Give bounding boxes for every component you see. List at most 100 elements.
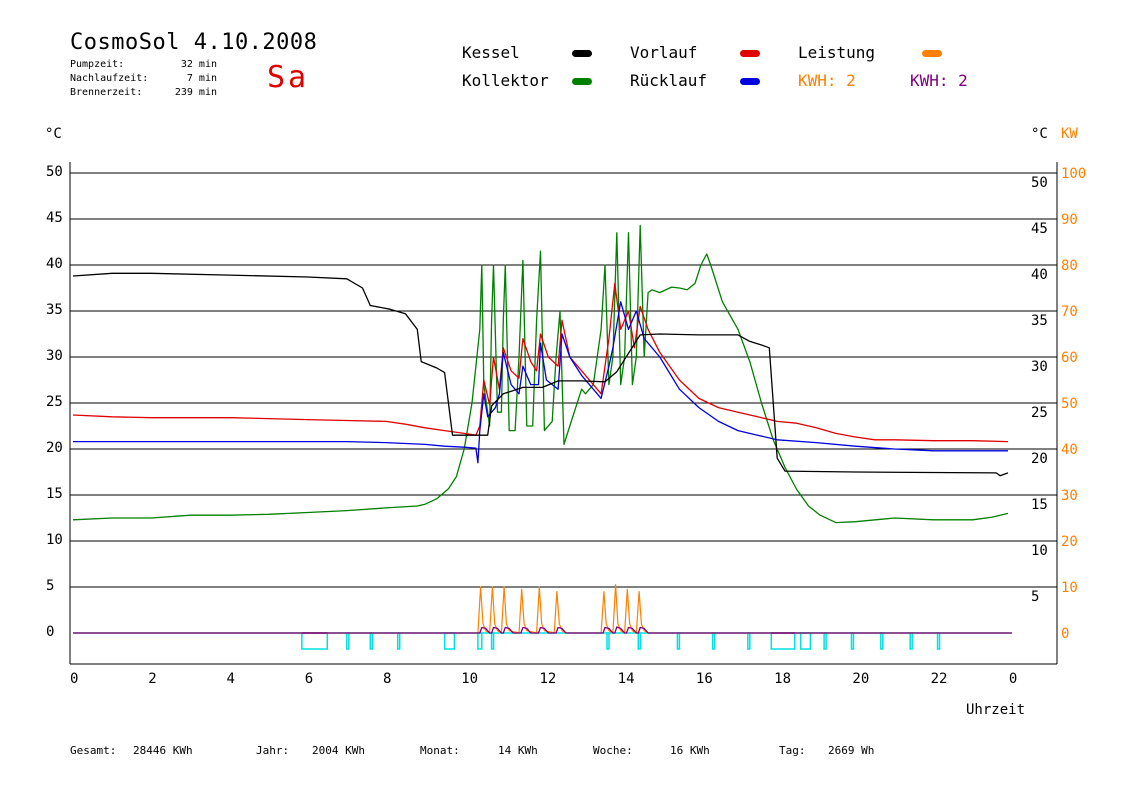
footer-monat-value: 14 KWh — [498, 744, 538, 757]
y2-tick: 50 — [1061, 396, 1078, 412]
y2-tick: 20 — [1061, 534, 1078, 550]
pump-pulse — [909, 632, 913, 650]
y-tick-left: 10 — [46, 532, 63, 548]
pump-pulse — [799, 632, 812, 650]
pump-pulse — [346, 632, 350, 650]
footer-gesamt-value: 28446 KWh — [133, 744, 193, 757]
series-vorlauf — [72, 282, 1009, 443]
series-kessel — [72, 272, 1009, 477]
x-tick: 12 — [539, 671, 556, 687]
legend-kwh-purple: KWH: 2 — [910, 71, 968, 90]
footer-jahr-value: 2004 KWh — [312, 744, 365, 757]
pump-pulse — [606, 632, 610, 650]
x-tick: 20 — [852, 671, 869, 687]
pump-pulse — [711, 632, 716, 650]
y2-tick: 60 — [1061, 350, 1078, 366]
legend-swatch-vorlauf — [740, 50, 760, 57]
legend-swatch-kollektor — [572, 78, 592, 85]
pump-pulse — [936, 632, 941, 650]
pump-pulse — [880, 632, 884, 650]
legend-kwh-orange: KWH: 2 — [798, 71, 856, 90]
x-tick: 0 — [70, 671, 78, 687]
x-tick: 22 — [931, 671, 948, 687]
y2-tick: 0 — [1061, 626, 1069, 642]
x-tick: 10 — [461, 671, 478, 687]
y-tick-right: 15 — [1031, 497, 1048, 513]
pump-pulse — [443, 632, 456, 650]
x-tick: 18 — [774, 671, 791, 687]
pump-pulse — [396, 632, 401, 650]
y2-tick: 70 — [1061, 304, 1078, 320]
x-tick: 16 — [696, 671, 713, 687]
pump-pulse — [301, 632, 329, 650]
stat-pumpzeit-label: Pumpzeit: — [70, 59, 125, 70]
y-tick-right: 10 — [1031, 543, 1048, 559]
footer-woche-value: 16 KWh — [670, 744, 710, 757]
y-tick-left: 15 — [46, 486, 63, 502]
pump-pulse — [637, 632, 642, 650]
x-tick: 2 — [148, 671, 156, 687]
legend-label-leistung: Leistung — [798, 43, 876, 62]
pump-pulse — [770, 632, 796, 650]
pump-pulse — [850, 632, 855, 650]
y-tick-right: 5 — [1031, 589, 1039, 605]
series-leistung — [73, 584, 1012, 634]
legend-label-vorlauf: Vorlauf — [630, 43, 698, 62]
x-axis-label: Uhrzeit — [966, 702, 1025, 718]
pump-pulse — [676, 632, 681, 650]
y-tick-left: 40 — [46, 256, 63, 272]
y-tick-right: 45 — [1031, 221, 1048, 237]
x-tick: 4 — [226, 671, 234, 687]
y-tick-left: 35 — [46, 302, 63, 318]
y-tick-right: 40 — [1031, 267, 1048, 283]
y-tick-left: 5 — [46, 578, 54, 594]
x-tick: 0 — [1009, 671, 1017, 687]
legend-swatch-ruecklauf — [740, 78, 760, 85]
y-tick-left: 25 — [46, 394, 63, 410]
y-axis-label-right: °C — [1031, 126, 1048, 142]
stat-nachlaufzeit-value: 7 min — [186, 73, 217, 84]
y2-tick: 100 — [1061, 166, 1086, 182]
stat-brennerzeit-label: Brennerzeit: — [70, 87, 143, 98]
y-tick-right: 35 — [1031, 313, 1048, 329]
footer-jahr-label: Jahr: — [256, 744, 290, 757]
y2-tick: 40 — [1061, 442, 1078, 458]
pump-pulse — [490, 632, 495, 650]
legend-swatch-kessel — [572, 50, 592, 57]
footer-tag-label: Tag: — [779, 744, 806, 757]
pump-pulse — [747, 632, 751, 650]
y2-tick: 10 — [1061, 580, 1078, 596]
chart-title: CosmoSol 4.10.2008 — [70, 30, 318, 55]
y-tick-left: 50 — [46, 164, 63, 180]
legend-label-ruecklauf: Rücklauf — [630, 71, 708, 90]
footer-gesamt-label: Gesamt: — [70, 744, 117, 757]
legend-label-kollektor: Kollektor — [462, 71, 549, 90]
legend-label-kessel: Kessel — [462, 43, 520, 62]
y-tick-left: 45 — [46, 210, 63, 226]
footer-tag-value: 2669 Wh — [828, 744, 875, 757]
stat-nachlaufzeit-label: Nachlaufzeit: — [70, 73, 149, 84]
y-tick-right: 20 — [1031, 451, 1048, 467]
pump-pulse — [477, 632, 483, 650]
footer-woche-label: Woche: — [593, 744, 633, 757]
y2-tick: 30 — [1061, 488, 1078, 504]
y-tick-right: 30 — [1031, 359, 1048, 375]
pump-pulse — [369, 632, 374, 650]
y2-tick: 90 — [1061, 212, 1078, 228]
y-tick-right: 50 — [1031, 175, 1048, 191]
legend-swatch-leistung — [922, 50, 942, 57]
x-tick: 8 — [383, 671, 391, 687]
series-ruecklauf — [73, 301, 1008, 464]
x-tick: 14 — [618, 671, 635, 687]
y-tick-left: 20 — [46, 440, 63, 456]
y-axis-label-left: °C — [45, 126, 62, 142]
pump-pulse — [823, 632, 827, 650]
series-kollektor — [72, 224, 1009, 524]
stat-pumpzeit-value: 32 min — [180, 59, 217, 70]
y-tick-left: 30 — [46, 348, 63, 364]
series-kwh — [73, 626, 1012, 634]
y-tick-right: 25 — [1031, 405, 1048, 421]
x-tick: 6 — [305, 671, 313, 687]
y2-axis-label: KW — [1061, 126, 1078, 142]
